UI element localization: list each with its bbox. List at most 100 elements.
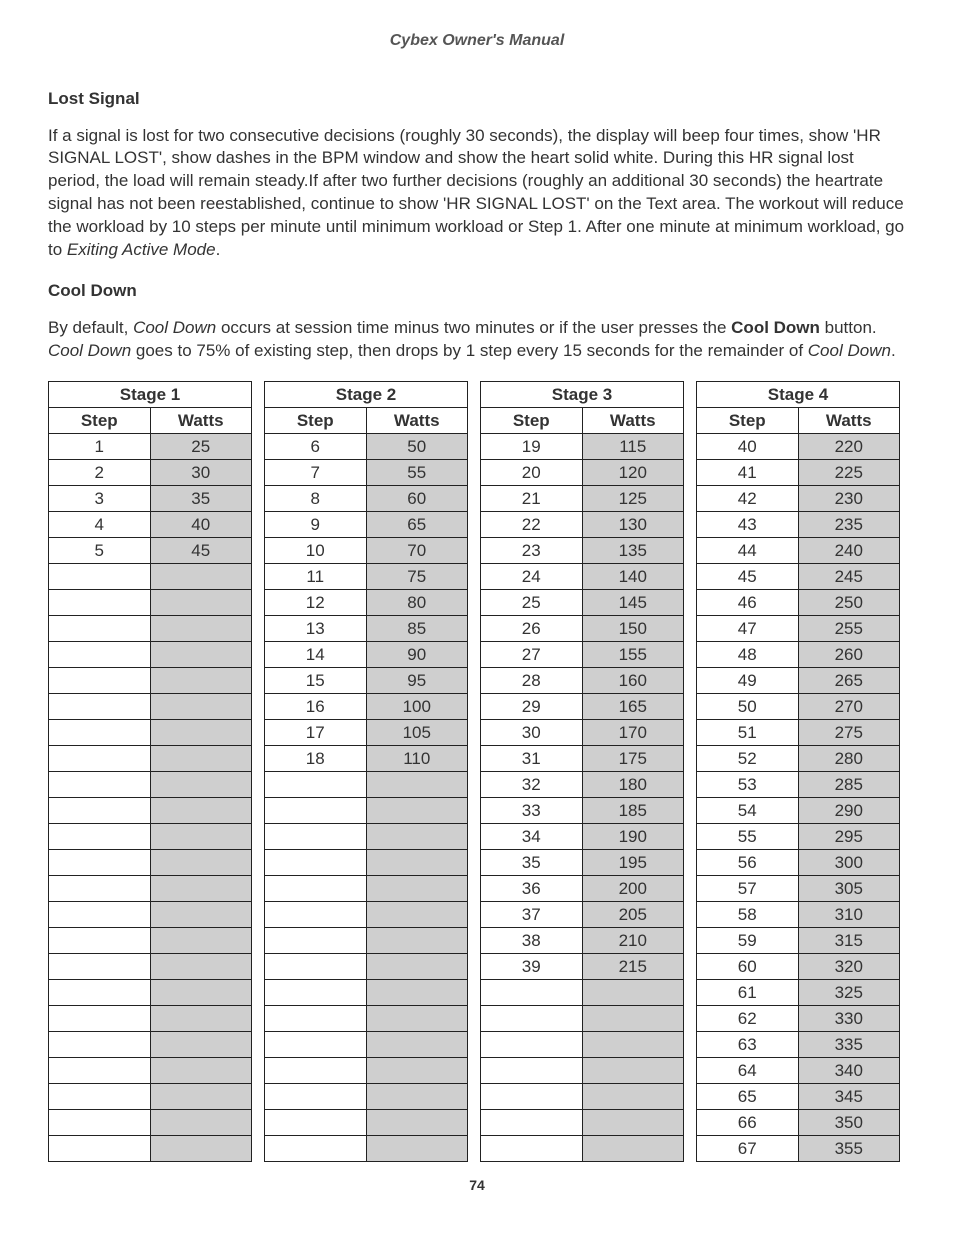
col-header-step: Step — [265, 407, 367, 433]
cell-empty — [265, 1083, 367, 1109]
table-row — [481, 1109, 684, 1135]
table-row: 29165 — [481, 693, 684, 719]
cell-empty — [49, 901, 151, 927]
cell-step: 58 — [697, 901, 799, 927]
cell-empty — [366, 1109, 468, 1135]
table-row: 23135 — [481, 537, 684, 563]
table-row: 38210 — [481, 927, 684, 953]
cell-watts: 195 — [582, 849, 684, 875]
stage-table-1: Stage 1StepWatts125230335440545 — [48, 381, 252, 1162]
cell-step: 50 — [697, 693, 799, 719]
table-row: 41225 — [697, 459, 900, 485]
table-row — [49, 693, 252, 719]
para-cool-down: By default, Cool Down occurs at session … — [48, 317, 906, 363]
cell-step: 49 — [697, 667, 799, 693]
cell-watts: 220 — [798, 433, 900, 459]
cell-empty — [366, 1057, 468, 1083]
cd-b: Cool Down — [133, 318, 216, 337]
table-row: 24140 — [481, 563, 684, 589]
cell-step: 59 — [697, 927, 799, 953]
cell-step: 13 — [265, 615, 367, 641]
cell-empty — [49, 797, 151, 823]
table-row — [49, 641, 252, 667]
cell-step: 30 — [481, 719, 583, 745]
table-row — [49, 589, 252, 615]
cell-empty — [481, 1031, 583, 1057]
table-row: 48260 — [697, 641, 900, 667]
cell-watts: 270 — [798, 693, 900, 719]
cell-step: 56 — [697, 849, 799, 875]
table-row — [481, 1135, 684, 1161]
cell-empty — [49, 667, 151, 693]
cell-watts: 105 — [366, 719, 468, 745]
cell-empty — [481, 1005, 583, 1031]
table-row: 25145 — [481, 589, 684, 615]
table-row: 37205 — [481, 901, 684, 927]
cell-empty — [265, 771, 367, 797]
cell-step: 45 — [697, 563, 799, 589]
cell-empty — [265, 1031, 367, 1057]
cell-empty — [49, 849, 151, 875]
cell-watts: 205 — [582, 901, 684, 927]
table-row: 28160 — [481, 667, 684, 693]
stage-table-3: Stage 3StepWatts191152012021125221302313… — [480, 381, 684, 1162]
cell-step: 8 — [265, 485, 367, 511]
table-row — [265, 849, 468, 875]
cell-watts: 335 — [798, 1031, 900, 1057]
cell-empty — [366, 927, 468, 953]
table-row: 125 — [49, 433, 252, 459]
cell-watts: 50 — [366, 433, 468, 459]
cell-watts: 310 — [798, 901, 900, 927]
cell-empty — [265, 979, 367, 1005]
table-row: 47255 — [697, 615, 900, 641]
cell-step: 47 — [697, 615, 799, 641]
cell-watts: 185 — [582, 797, 684, 823]
cell-watts: 120 — [582, 459, 684, 485]
page-number: 74 — [48, 1176, 906, 1195]
cell-step: 2 — [49, 459, 151, 485]
table-row: 21125 — [481, 485, 684, 511]
cell-empty — [366, 1135, 468, 1161]
table-row: 42230 — [697, 485, 900, 511]
table-row — [265, 1005, 468, 1031]
cell-step: 9 — [265, 511, 367, 537]
stage-title: Stage 1 — [49, 381, 252, 407]
table-row: 50270 — [697, 693, 900, 719]
stage-table-4: Stage 4StepWatts402204122542230432354424… — [696, 381, 900, 1162]
table-row — [49, 615, 252, 641]
cell-watts: 140 — [582, 563, 684, 589]
cell-empty — [150, 901, 252, 927]
cell-step: 12 — [265, 589, 367, 615]
table-row: 230 — [49, 459, 252, 485]
cell-empty — [49, 641, 151, 667]
cell-empty — [366, 1083, 468, 1109]
cell-step: 38 — [481, 927, 583, 953]
col-header-step: Step — [49, 407, 151, 433]
table-row: 45245 — [697, 563, 900, 589]
cell-empty — [49, 589, 151, 615]
cell-empty — [150, 1031, 252, 1057]
cell-empty — [366, 979, 468, 1005]
cell-step: 36 — [481, 875, 583, 901]
cell-step: 43 — [697, 511, 799, 537]
cell-watts: 40 — [150, 511, 252, 537]
table-row — [49, 979, 252, 1005]
cell-empty — [481, 979, 583, 1005]
cell-watts: 350 — [798, 1109, 900, 1135]
cell-step: 39 — [481, 953, 583, 979]
cell-empty — [481, 1109, 583, 1135]
table-row — [265, 1109, 468, 1135]
cell-empty — [150, 719, 252, 745]
cell-watts: 275 — [798, 719, 900, 745]
table-row: 59315 — [697, 927, 900, 953]
table-row: 61325 — [697, 979, 900, 1005]
table-row: 62330 — [697, 1005, 900, 1031]
cell-step: 28 — [481, 667, 583, 693]
cell-empty — [49, 1057, 151, 1083]
table-row: 67355 — [697, 1135, 900, 1161]
cell-empty — [49, 953, 151, 979]
cell-step: 67 — [697, 1135, 799, 1161]
table-row — [265, 1031, 468, 1057]
col-header-watts: Watts — [150, 407, 252, 433]
cell-step: 3 — [49, 485, 151, 511]
